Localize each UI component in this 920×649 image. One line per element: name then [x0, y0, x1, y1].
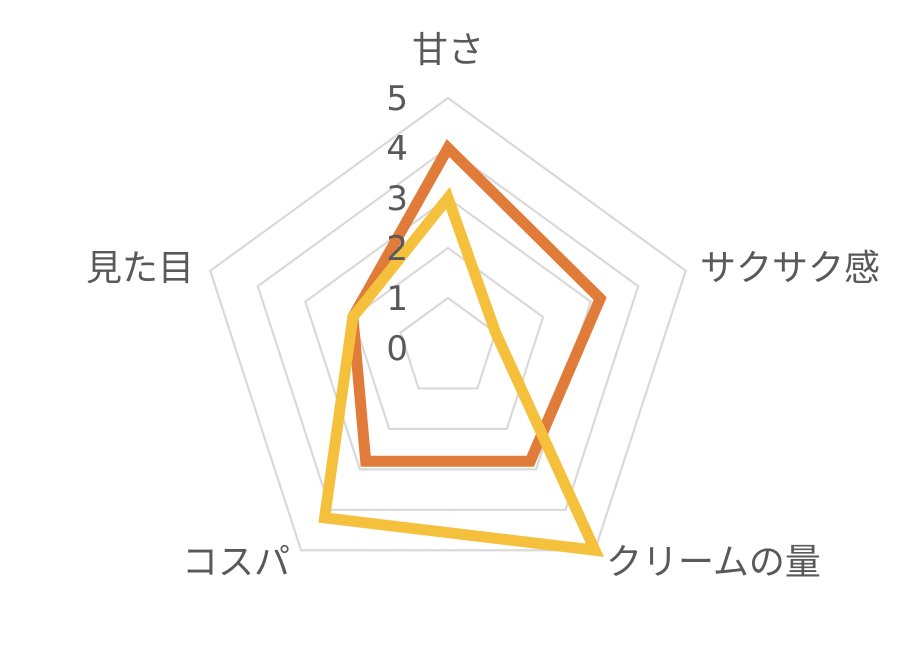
- tick-label-5: 5: [386, 79, 408, 119]
- radar-series: [318, 139, 607, 557]
- tick-label-0: 0: [386, 329, 408, 369]
- tick-label-1: 1: [386, 279, 408, 319]
- series-2-polygon: [318, 186, 605, 557]
- radial-tick-labels: 0 1 2 3 4 5: [386, 79, 408, 369]
- axis-label-5: 見た目: [86, 248, 194, 289]
- axis-label-2: サクサク感: [700, 248, 880, 289]
- grid-ring-4: [256, 146, 640, 511]
- axis-label-1: 甘さ: [412, 30, 484, 71]
- grid-ring-5: [208, 96, 688, 552]
- grid-ring-3: [304, 196, 592, 471]
- tick-label-4: 4: [386, 129, 408, 169]
- grid-ring-1: [399, 296, 497, 390]
- radar-grid: [208, 96, 688, 552]
- tick-label-2: 2: [386, 229, 408, 269]
- axis-label-4: コスパ: [182, 542, 290, 583]
- tick-label-3: 3: [386, 179, 408, 219]
- axis-label-3: クリームの量: [606, 542, 821, 583]
